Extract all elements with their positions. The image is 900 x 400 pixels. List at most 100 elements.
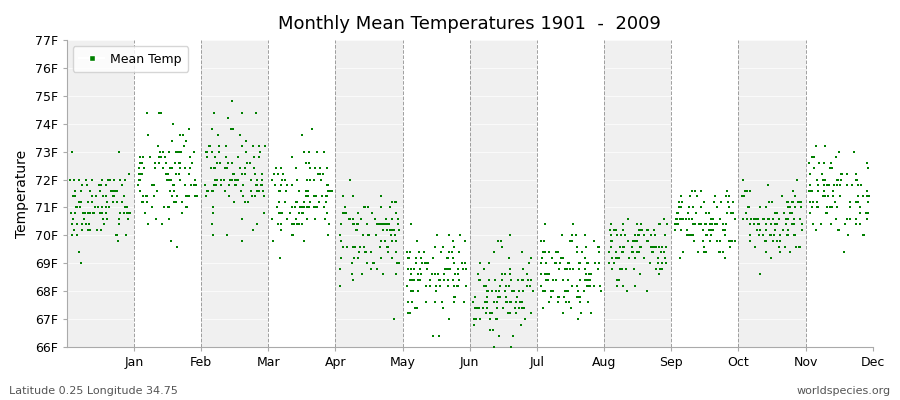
- Point: [498, 288, 512, 294]
- Point: [175, 210, 189, 216]
- Point: [221, 182, 236, 188]
- Point: [120, 204, 134, 211]
- Point: [840, 171, 854, 177]
- Point: [713, 249, 727, 255]
- Point: [826, 193, 841, 200]
- Point: [697, 199, 711, 205]
- Point: [557, 294, 572, 300]
- Point: [436, 305, 450, 311]
- Point: [204, 165, 219, 172]
- Point: [309, 193, 323, 200]
- Point: [587, 282, 601, 289]
- Point: [698, 221, 713, 228]
- Point: [185, 160, 200, 166]
- Point: [451, 266, 465, 272]
- Point: [788, 193, 802, 200]
- Point: [820, 204, 834, 211]
- Point: [303, 176, 318, 183]
- Point: [756, 216, 770, 222]
- Point: [671, 221, 686, 228]
- Point: [674, 227, 688, 233]
- Point: [522, 260, 536, 266]
- Point: [420, 266, 435, 272]
- Point: [616, 243, 631, 250]
- Point: [752, 271, 767, 278]
- Point: [860, 160, 875, 166]
- Point: [272, 210, 286, 216]
- Point: [412, 266, 427, 272]
- Point: [504, 344, 518, 350]
- Point: [582, 282, 597, 289]
- Point: [408, 305, 422, 311]
- Point: [392, 221, 406, 228]
- Point: [67, 227, 81, 233]
- Point: [447, 282, 462, 289]
- Point: [772, 249, 787, 255]
- Point: [612, 254, 626, 261]
- Point: [802, 160, 816, 166]
- Point: [859, 210, 873, 216]
- Point: [400, 254, 415, 261]
- Point: [688, 188, 702, 194]
- Point: [437, 271, 452, 278]
- Point: [317, 204, 331, 211]
- Point: [74, 188, 88, 194]
- Point: [852, 221, 867, 228]
- Point: [816, 160, 831, 166]
- Point: [107, 193, 122, 200]
- Point: [220, 115, 235, 122]
- Point: [479, 282, 493, 289]
- Point: [87, 204, 102, 211]
- Point: [549, 260, 563, 266]
- Point: [652, 266, 667, 272]
- Point: [481, 288, 495, 294]
- Point: [739, 216, 753, 222]
- Point: [248, 110, 263, 116]
- Point: [603, 238, 617, 244]
- Point: [161, 204, 176, 211]
- Point: [683, 193, 698, 200]
- Point: [618, 266, 633, 272]
- Point: [740, 188, 754, 194]
- Point: [834, 171, 849, 177]
- Point: [725, 210, 740, 216]
- Point: [616, 243, 630, 250]
- Point: [226, 171, 240, 177]
- Point: [535, 260, 549, 266]
- Point: [348, 243, 363, 250]
- Point: [490, 305, 504, 311]
- Point: [165, 193, 179, 200]
- Point: [208, 154, 222, 160]
- Point: [268, 165, 283, 172]
- Point: [809, 204, 824, 211]
- Point: [715, 199, 729, 205]
- Point: [356, 204, 371, 211]
- Point: [342, 216, 356, 222]
- Point: [111, 238, 125, 244]
- Point: [493, 282, 508, 289]
- Point: [70, 232, 85, 238]
- Point: [724, 210, 738, 216]
- Point: [446, 299, 461, 306]
- Point: [645, 249, 660, 255]
- Point: [140, 199, 154, 205]
- Point: [630, 238, 644, 244]
- Point: [539, 260, 554, 266]
- Point: [640, 238, 654, 244]
- Point: [430, 271, 445, 278]
- Point: [560, 288, 574, 294]
- Point: [634, 227, 649, 233]
- Point: [657, 232, 671, 238]
- Point: [337, 210, 351, 216]
- Point: [629, 221, 643, 228]
- Point: [806, 199, 820, 205]
- Point: [289, 165, 303, 172]
- Point: [435, 299, 449, 306]
- Point: [697, 243, 711, 250]
- Point: [402, 277, 417, 283]
- Point: [794, 199, 808, 205]
- Point: [321, 182, 336, 188]
- Point: [320, 182, 335, 188]
- Point: [575, 249, 590, 255]
- Point: [367, 260, 382, 266]
